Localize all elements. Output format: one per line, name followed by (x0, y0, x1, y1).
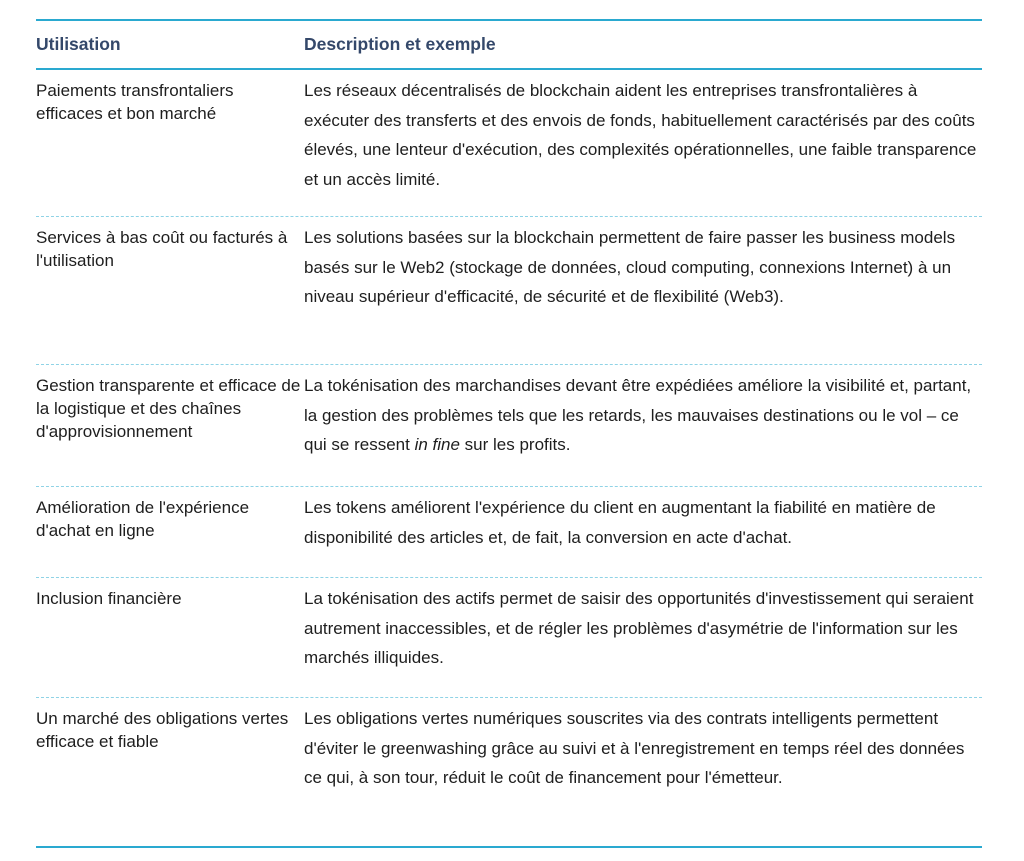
table-row: Gestion transparente et efficace de la l… (36, 365, 982, 487)
description-text: sur les profits. (459, 435, 571, 454)
use-cell: Amélioration de l'expérience d'achat en … (36, 498, 250, 540)
table-row: Un marché des obligations vertes efficac… (36, 698, 982, 848)
header-utilisation: Utilisation (36, 34, 121, 54)
description-cell: La tokénisation des marchandises devant … (304, 365, 982, 486)
table-row: Inclusion financière La tokénisation des… (36, 578, 982, 698)
description-cell: Les solutions basées sur la blockchain p… (304, 228, 956, 306)
table-row: Amélioration de l'expérience d'achat en … (36, 487, 982, 578)
use-cell: Un marché des obligations vertes efficac… (36, 709, 289, 751)
header-description: Description et exemple (304, 34, 496, 54)
description-cell: Les réseaux décentralisés de blockchain … (304, 81, 977, 189)
use-cases-table: Utilisation Description et exemple Paiem… (36, 19, 982, 848)
use-cell: Paiements transfrontaliers efficaces et … (36, 81, 234, 123)
table-header: Utilisation Description et exemple (36, 21, 982, 70)
description-cell: Les obligations vertes numériques souscr… (304, 709, 965, 787)
description-cell: La tokénisation des actifs permet de sai… (304, 589, 974, 667)
description-text: La tokénisation des marchandises devant … (304, 376, 972, 454)
emphasis-text: in fine (414, 435, 460, 454)
description-cell: Les tokens améliorent l'expérience du cl… (304, 498, 936, 547)
use-cell: Inclusion financière (36, 589, 182, 608)
use-cell: Services à bas coût ou facturés à l'util… (36, 228, 288, 270)
table-row: Paiements transfrontaliers efficaces et … (36, 70, 982, 217)
use-cell: Gestion transparente et efficace de la l… (36, 376, 301, 441)
table-row: Services à bas coût ou facturés à l'util… (36, 217, 982, 365)
